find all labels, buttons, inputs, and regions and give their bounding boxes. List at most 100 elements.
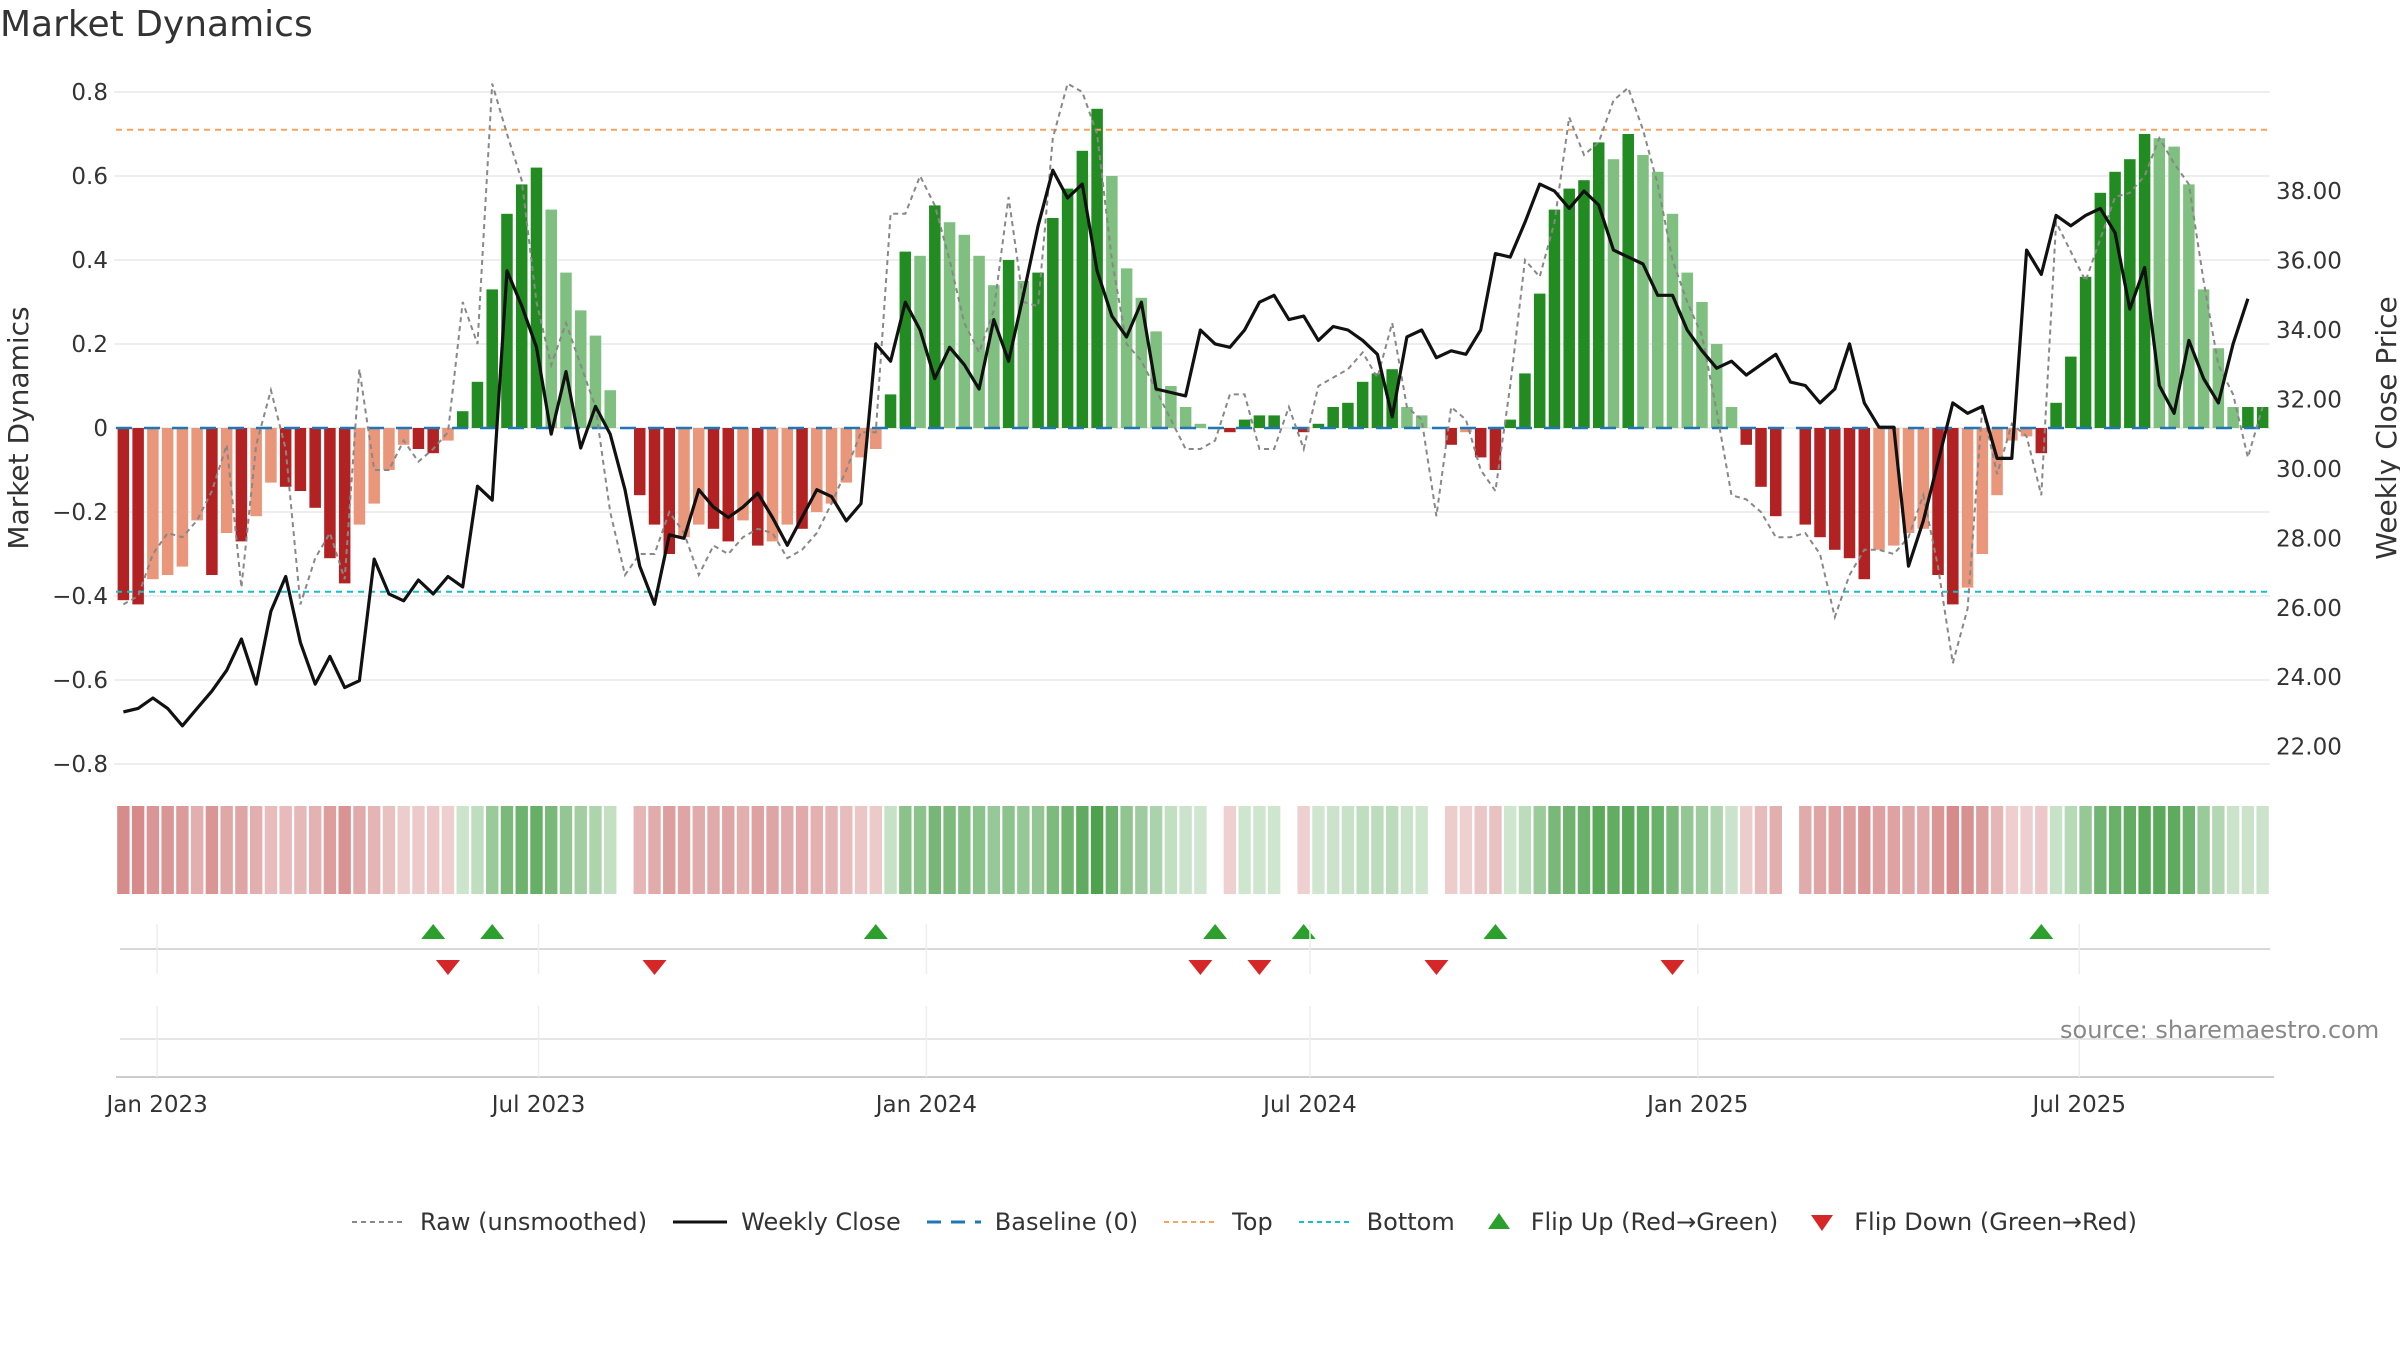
heat-cell bbox=[958, 806, 971, 894]
heat-cell bbox=[1253, 806, 1266, 894]
legend: Raw (unsmoothed) Weekly Close Baseline (… bbox=[350, 1208, 2161, 1236]
momentum-bar bbox=[2094, 192, 2107, 428]
heat-cell bbox=[1474, 806, 1487, 894]
momentum-bar bbox=[1651, 171, 1664, 429]
heat-cell bbox=[1651, 806, 1664, 894]
heat-cell bbox=[1592, 806, 1605, 894]
heat-cell bbox=[2079, 806, 2092, 894]
momentum-bar bbox=[1076, 150, 1089, 429]
heat-cell bbox=[397, 806, 410, 894]
heat-cell bbox=[2049, 806, 2063, 894]
heat-cell bbox=[338, 806, 351, 894]
heat-cell bbox=[707, 806, 720, 894]
momentum-bar bbox=[501, 213, 513, 428]
momentum-bar bbox=[1873, 428, 1885, 550]
momentum-bar bbox=[604, 390, 616, 428]
legend-item-top: Top bbox=[1162, 1208, 1273, 1236]
momentum-bar bbox=[1061, 188, 1074, 428]
right-tick-label: 34.00 bbox=[2276, 318, 2342, 344]
momentum-bar bbox=[929, 205, 941, 428]
heat-cell bbox=[471, 806, 484, 894]
momentum-bar bbox=[147, 428, 159, 580]
heat-cell bbox=[987, 806, 1001, 894]
momentum-bars bbox=[117, 108, 2269, 605]
heat-cell bbox=[1931, 806, 1945, 894]
heat-cell bbox=[2241, 806, 2255, 894]
heat-cell bbox=[220, 806, 233, 894]
heat-cell bbox=[2256, 806, 2269, 894]
heat-cell bbox=[1031, 806, 1045, 894]
left-axis-ticks: 0.8 0.6 0.4 0.2 0 −0.2 −0.4 −0.6 −0.8 bbox=[52, 80, 108, 778]
heat-cell bbox=[2197, 806, 2210, 894]
momentum-bar bbox=[1578, 180, 1590, 428]
momentum-bar bbox=[884, 394, 897, 428]
heat-cell bbox=[1887, 806, 1900, 894]
momentum-bar bbox=[132, 428, 144, 605]
heat-cell bbox=[559, 806, 573, 894]
momentum-bar bbox=[1696, 302, 1708, 428]
heat-cell bbox=[1371, 806, 1384, 894]
momentum-bar bbox=[973, 255, 985, 428]
flip-markers bbox=[120, 924, 2270, 975]
heat-cell bbox=[810, 806, 823, 894]
heat-cell bbox=[205, 806, 219, 894]
momentum-bar bbox=[2153, 138, 2166, 428]
left-tick-label: 0.6 bbox=[71, 164, 108, 190]
heat-cell bbox=[2123, 806, 2137, 894]
heat-cell bbox=[972, 806, 986, 894]
heat-cell bbox=[1813, 806, 1827, 894]
heat-cell bbox=[264, 806, 278, 894]
momentum-bar bbox=[1238, 419, 1251, 428]
heat-cell bbox=[1548, 806, 1561, 894]
raw-series bbox=[122, 82, 2264, 664]
momentum-bar bbox=[2138, 134, 2151, 428]
heat-cell bbox=[1828, 806, 1841, 894]
heat-cell bbox=[677, 806, 691, 894]
left-tick-label: 0.8 bbox=[71, 80, 108, 106]
heat-cell bbox=[427, 806, 440, 894]
x-tick-label: Jul 2025 bbox=[2030, 1092, 2126, 1118]
heat-cell bbox=[1046, 806, 1060, 894]
momentum-bar bbox=[1017, 281, 1030, 428]
heat-cell bbox=[1725, 806, 1738, 894]
momentum-bar bbox=[383, 428, 395, 470]
heat-cell bbox=[294, 806, 307, 894]
heat-cell bbox=[1326, 806, 1340, 894]
momentum-bar bbox=[1976, 428, 1989, 554]
heat-cell bbox=[1518, 806, 1532, 894]
momentum-bar bbox=[456, 411, 469, 428]
momentum-bar bbox=[1563, 188, 1575, 428]
left-tick-label: 0 bbox=[93, 416, 108, 442]
heat-cell bbox=[1769, 806, 1782, 894]
heat-cell bbox=[1990, 806, 2004, 894]
heat-cell bbox=[1002, 806, 1015, 894]
momentum-bar bbox=[338, 428, 351, 584]
heat-cell bbox=[1843, 806, 1856, 894]
momentum-bar bbox=[855, 428, 867, 458]
heat-cell bbox=[1695, 806, 1709, 894]
momentum-bar bbox=[1194, 423, 1207, 428]
heat-cell bbox=[1858, 806, 1871, 894]
heat-cell bbox=[2108, 806, 2122, 894]
momentum-bar bbox=[117, 428, 130, 601]
momentum-bar bbox=[1740, 428, 1753, 445]
heat-cell bbox=[574, 806, 587, 894]
momentum-bar bbox=[1814, 428, 1826, 538]
heat-cell bbox=[1076, 806, 1089, 894]
heat-cell bbox=[1946, 806, 1959, 894]
momentum-bar bbox=[161, 428, 174, 575]
heat-cell bbox=[382, 806, 396, 894]
heat-cell bbox=[722, 806, 735, 894]
heat-cell bbox=[308, 806, 322, 894]
momentum-bar bbox=[2256, 407, 2269, 428]
flip-up-marker bbox=[421, 924, 446, 939]
flip-up-marker bbox=[1291, 924, 1316, 939]
heat-cell bbox=[1607, 806, 1620, 894]
heat-cell bbox=[2212, 806, 2225, 894]
heat-cell bbox=[751, 806, 764, 894]
heat-cell bbox=[367, 806, 381, 894]
momentum-bar bbox=[1327, 407, 1339, 428]
heat-cell bbox=[692, 806, 705, 894]
momentum-bar bbox=[663, 428, 676, 554]
